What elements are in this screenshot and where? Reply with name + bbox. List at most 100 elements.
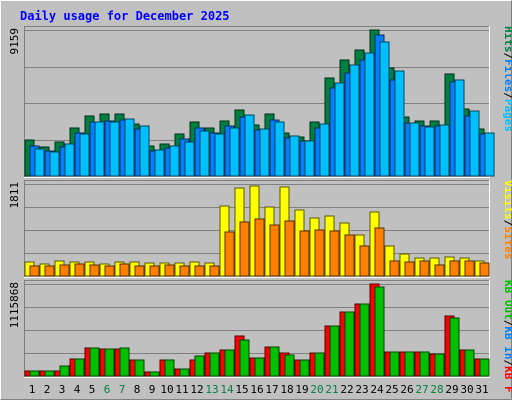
x-tick-label-day-7: 7 [119,383,126,396]
x-tick-label-day-11: 11 [175,383,188,396]
bar-sites-day-4 [74,263,85,277]
bar-pages-day-5 [94,121,105,177]
legend-kbytes: KB Out/KB In/KB F [502,280,512,393]
bar-sites-day-19 [299,230,310,277]
bar-pages-day-4 [79,133,90,177]
bar-pages-day-29 [454,79,465,177]
x-tick-label-day-10: 10 [160,383,173,396]
x-tick-label-day-12: 12 [190,383,203,396]
legend-separator: / [502,320,512,327]
y-max-label: 1115868 [8,282,21,328]
bar-sites-day-16 [254,218,265,277]
bar-pages-day-24 [379,41,390,177]
legend-item: Pages [502,99,512,132]
legend-item: Sites [502,226,512,259]
bar-sites-day-29 [449,260,460,277]
chart-title: Daily usage for December 2025 [20,9,230,23]
bar-kb-out-day-23 [359,303,370,377]
x-tick-label-day-27: 27 [415,383,428,396]
x-tick-label-day-21: 21 [325,383,338,396]
x-tick-label-day-19: 19 [295,383,308,396]
bar-kb-out-day-5 [89,347,100,377]
x-tick-label-day-30: 30 [460,383,473,396]
bar-kb-out-day-3 [59,365,70,377]
bar-kb-out-day-20 [314,352,325,377]
bar-sites-day-6 [104,265,115,277]
bar-sites-day-25 [389,260,400,277]
bar-pages-day-23 [364,52,375,177]
bar-sites-day-10 [164,264,175,277]
legend-separator: / [502,53,512,60]
bar-kb-out-day-21 [329,325,340,377]
bar-sites-day-18 [284,220,295,277]
bar-kb-out-day-26 [404,351,415,377]
series-pages [34,41,495,177]
bar-kb-out-day-6 [104,348,115,377]
x-tick-label-day-1: 1 [29,383,36,396]
bar-kb-out-day-4 [74,358,85,377]
bar-pages-day-21 [334,82,345,177]
bar-sites-day-14 [224,231,235,277]
bar-pages-day-7 [124,118,135,177]
bar-pages-day-17 [274,121,285,177]
bar-sites-day-28 [434,264,445,277]
legend-item: Files [502,59,512,92]
bar-kb-out-day-12 [194,355,205,377]
bar-kb-out-day-7 [119,347,130,377]
bar-kb-out-day-16 [254,357,265,377]
series-kb-out [29,286,490,377]
x-tick-label-day-31: 31 [475,383,488,396]
bar-pages-day-14 [229,127,240,177]
bar-pages-day-20 [319,123,330,177]
legend-separator: / [502,360,512,367]
legend-item: Visits [502,180,512,220]
bar-kb-out-day-15 [239,339,250,377]
x-tick-label-day-25: 25 [385,383,398,396]
bar-pages-day-13 [214,133,225,177]
bar-pages-day-16 [259,128,270,177]
bar-sites-day-20 [314,229,325,277]
x-tick-label-day-8: 8 [134,383,141,396]
x-tick-label-day-9: 9 [149,383,156,396]
bar-kb-out-day-29 [449,317,460,377]
bar-pages-day-3 [64,143,75,177]
panel-visits-sites: 1811 Visits/Sites [8,180,512,278]
bar-pages-day-26 [409,122,420,177]
bar-pages-day-15 [244,114,255,177]
bar-sites-day-1 [29,265,40,277]
bar-sites-day-15 [239,221,250,277]
bar-kb-out-day-13 [209,352,220,377]
legend-visits-sites: Visits/Sites [502,180,512,260]
bar-sites-day-11 [179,265,190,277]
x-tick-label-day-29: 29 [445,383,458,396]
x-tick-label-day-15: 15 [235,383,248,396]
bar-kb-out-day-28 [434,353,445,377]
bar-sites-day-13 [209,265,220,277]
bar-sites-day-7 [119,263,130,277]
x-tick-label-day-4: 4 [74,383,81,396]
bar-sites-day-24 [374,227,385,277]
legend-hits-files-pages: Hits/Files/Pages [502,26,512,132]
bar-sites-day-23 [359,245,370,277]
bar-kb-out-day-19 [299,359,310,377]
legend-item: KB F [502,366,512,393]
bar-kb-out-day-14 [224,349,235,377]
bar-pages-day-6 [109,121,120,177]
bar-sites-day-31 [479,262,490,277]
series-sites [29,218,490,277]
x-tick-label-day-22: 22 [340,383,353,396]
bar-pages-day-19 [304,140,315,177]
bar-pages-day-22 [349,64,360,177]
legend-item: KB In [502,326,512,359]
bar-kb-out-day-25 [389,351,400,377]
x-tick-label-day-24: 24 [370,383,384,396]
bar-pages-day-2 [49,151,60,177]
bar-kb-out-day-31 [479,358,490,377]
bar-pages-day-25 [394,70,405,177]
bar-kb-out-day-27 [419,351,430,377]
legend-item: / [502,220,512,227]
bar-sites-day-3 [59,264,70,277]
x-tick-label-day-2: 2 [44,383,51,396]
x-tick-label-day-6: 6 [104,383,111,396]
